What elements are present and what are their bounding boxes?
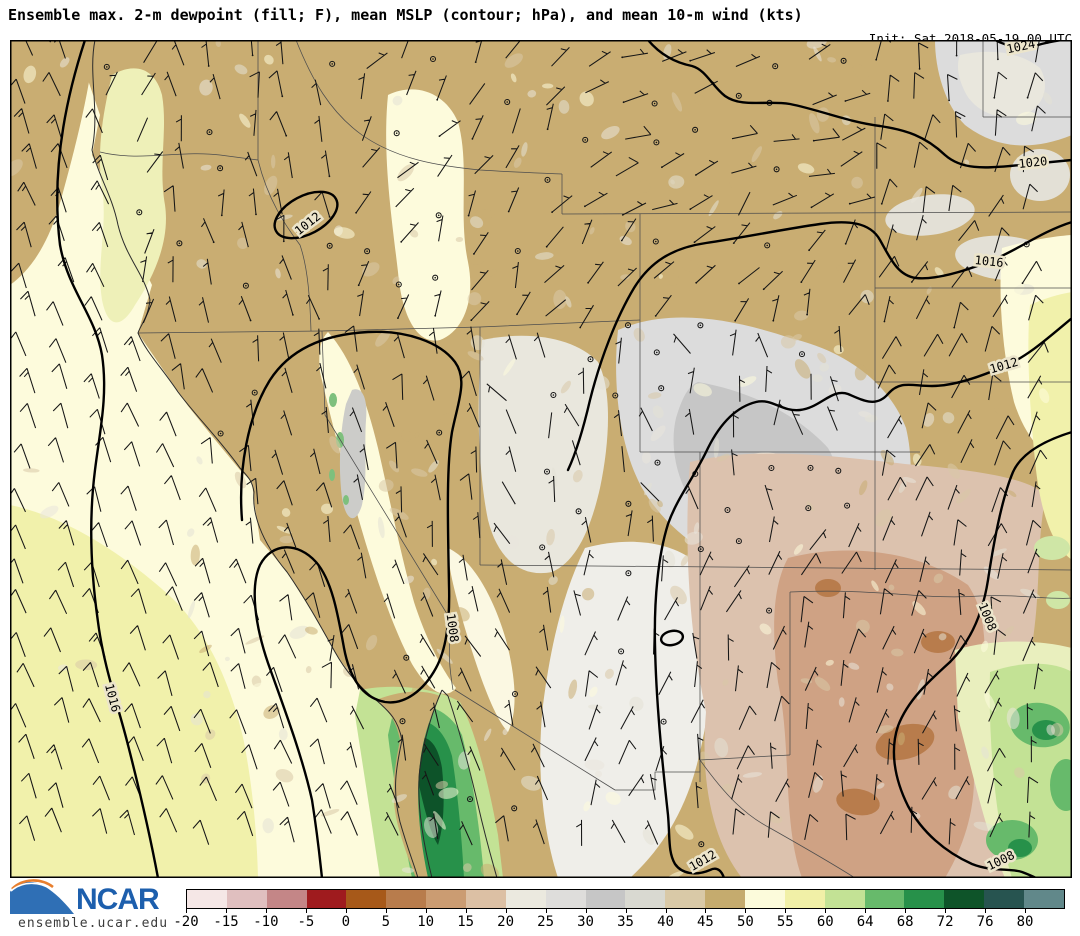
colorbar-tick-label: 35: [617, 914, 634, 930]
colorbar-cell: [306, 890, 347, 908]
colorbar-tick: [665, 909, 667, 913]
colorbar-tick-label: 76: [976, 914, 994, 930]
coastline-layer: [91, 40, 498, 878]
dewpoint-colorbar: [186, 889, 1065, 909]
colorbar-ticks: [186, 909, 1065, 914]
colorbar-tick-label: -5: [297, 914, 315, 930]
colorbar-tick: [385, 909, 387, 913]
colorbar-cell: [187, 890, 227, 908]
colorbar-tick: [305, 909, 307, 913]
colorbar-tick-label: 45: [696, 914, 714, 930]
colorbar-tick: [745, 909, 747, 913]
colorbar-tick-label: -10: [253, 914, 279, 930]
colorbar-cell: [426, 890, 467, 908]
colorbar-tick-label: 50: [736, 914, 754, 930]
colorbar-tick: [905, 909, 907, 913]
colorbar-cell: [824, 890, 865, 908]
ncar-swoosh-orange-shape: [11, 879, 54, 890]
colorbar-tick: [186, 909, 187, 913]
colorbar-tick: [1025, 909, 1026, 913]
colorbar-tick: [545, 909, 547, 913]
colorbar-cell: [705, 890, 746, 908]
colorbar-tick-label: 15: [457, 914, 475, 930]
colorbar-cell: [904, 890, 945, 908]
colorbar-tick-label: 72: [936, 914, 954, 930]
colorbar-cell: [346, 890, 387, 908]
colorbar-cell: [466, 890, 506, 908]
colorbar-tick: [425, 909, 427, 913]
colorbar-cell: [226, 890, 267, 908]
footer: NCAR ensemble.ucar.edu -20 -15 -10 -5 0 5 10 15…: [0, 878, 1080, 936]
colorbar-cell: [386, 890, 427, 908]
colorbar-tick-label: 80: [1016, 914, 1034, 930]
colorbar-cell: [545, 890, 586, 908]
colorbar-tick-label: 64: [856, 914, 874, 930]
colorbar-tick: [226, 909, 227, 913]
colorbar-tick: [945, 909, 947, 913]
colorbar-tick: [505, 909, 507, 913]
colorbar-tick: [865, 909, 867, 913]
colorbar-cell: [585, 890, 626, 908]
colorbar-tick: [825, 909, 827, 913]
colorbar-tick-label: -15: [213, 914, 239, 930]
map-border: [10, 40, 1072, 878]
page-title: Ensemble max. 2-m dewpoint (fill; F), me…: [8, 6, 803, 24]
wind-barbs-layer: [10, 40, 1049, 848]
colorbar-tick-label: 40: [657, 914, 674, 930]
colorbar-tick: [465, 909, 467, 913]
colorbar-tick-label: 20: [497, 914, 515, 930]
ncar-logo-text: NCAR: [76, 883, 160, 916]
ncar-logo: NCAR: [10, 879, 161, 916]
state-borders-layer: [99, 40, 1072, 878]
colorbar-tick-label: 5: [381, 914, 391, 930]
forecast-map: 1016 1012 1008 1020 1024 1016 1012 1012 1008 1008: [10, 40, 1072, 878]
colorbar-tick: [785, 909, 787, 913]
colorbar-tick-label: 0: [341, 914, 351, 930]
colorbar-tick-label: 25: [537, 914, 555, 930]
colorbar-cell: [665, 890, 706, 908]
ncar-swoosh-white-gap: [10, 882, 53, 892]
colorbar-tick-label: -20: [173, 914, 199, 930]
colorbar-tick: [345, 909, 347, 913]
colorbar-tick-label: 30: [577, 914, 594, 930]
colorbar-labels: -20 -15 -10 -5 0 5 10 15 20 25 30 35 40 45 50 55 60 64 68 7…: [173, 914, 1080, 932]
colorbar-cell: [1024, 890, 1064, 908]
colorbar-tick-label: 60: [816, 914, 834, 930]
colorbar-cell: [505, 890, 546, 908]
dewpoint-fill-layer: [10, 40, 1072, 878]
colorbar-tick: [985, 909, 987, 913]
colorbar-tick-label: 55: [776, 914, 794, 930]
colorbar-cell: [266, 890, 307, 908]
contour-label: 1008: [444, 613, 462, 644]
ncar-swoosh-blue-shape: [10, 881, 74, 914]
colorbar-cell: [625, 890, 666, 908]
colorbar-cell: [984, 890, 1025, 908]
colorbar-cell: [745, 890, 785, 908]
colorbar-tick: [265, 909, 267, 913]
contour-label: 1016: [974, 253, 1004, 270]
colorbar-cell: [944, 890, 985, 908]
colorbar-tick-label: 68: [896, 914, 914, 930]
colorbar-cell: [784, 890, 825, 908]
colorbar-tick-label: 10: [417, 914, 435, 930]
colorbar-tick: [625, 909, 627, 913]
contour-label: 1020: [1018, 154, 1048, 171]
colorbar-tick: [585, 909, 587, 913]
site-url: ensemble.ucar.edu: [18, 916, 169, 931]
colorbar-tick: [705, 909, 707, 913]
colorbar-cell: [864, 890, 905, 908]
